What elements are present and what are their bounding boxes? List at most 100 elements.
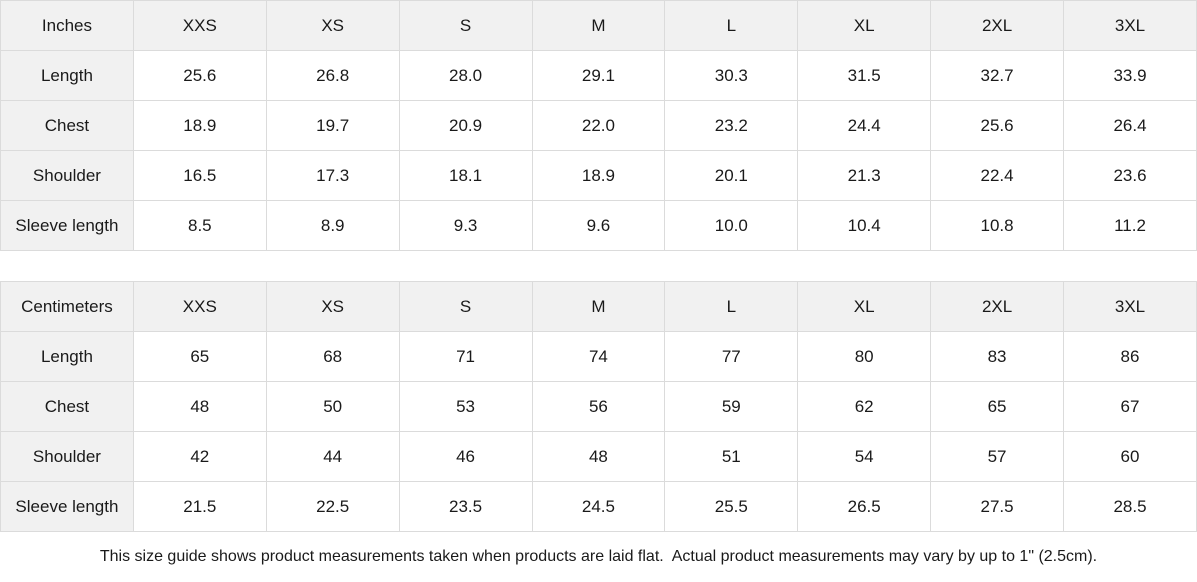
size-column-header: XL xyxy=(797,0,932,51)
centimeters-table: Centimeters XXS XS S M L XL 2XL 3XL Leng… xyxy=(0,281,1197,532)
value-cell: 74 xyxy=(531,331,666,382)
value-cell: 10.8 xyxy=(930,200,1064,251)
row-label-cell: Sleeve length xyxy=(0,200,134,251)
value-cell: 21.3 xyxy=(797,150,932,201)
value-cell: 18.1 xyxy=(398,150,533,201)
measurement-row-sleeve-length: Sleeve length 21.5 22.5 23.5 24.5 25.5 2… xyxy=(0,481,1197,532)
value-cell: 8.5 xyxy=(132,200,267,251)
value-cell: 83 xyxy=(930,331,1064,382)
measurement-row-length: Length 25.6 26.8 28.0 29.1 30.3 31.5 32.… xyxy=(0,50,1197,101)
value-cell: 32.7 xyxy=(930,50,1064,101)
unit-header-cell: Inches xyxy=(0,0,134,51)
size-column-header: XXS xyxy=(132,0,267,51)
size-column-header: M xyxy=(531,281,666,332)
size-column-header: S xyxy=(398,281,533,332)
value-cell: 30.3 xyxy=(664,50,799,101)
value-cell: 59 xyxy=(664,381,799,432)
row-label-cell: Shoulder xyxy=(0,431,134,482)
value-cell: 29.1 xyxy=(531,50,666,101)
value-cell: 23.6 xyxy=(1063,150,1197,201)
size-column-header: 3XL xyxy=(1063,0,1197,51)
value-cell: 48 xyxy=(132,381,267,432)
value-cell: 44 xyxy=(265,431,400,482)
measurement-row-sleeve-length: Sleeve length 8.5 8.9 9.3 9.6 10.0 10.4 … xyxy=(0,200,1197,251)
value-cell: 26.5 xyxy=(797,481,932,532)
value-cell: 21.5 xyxy=(132,481,267,532)
size-column-header: 2XL xyxy=(930,281,1064,332)
value-cell: 56 xyxy=(531,381,666,432)
size-column-header: M xyxy=(531,0,666,51)
size-column-header: L xyxy=(664,281,799,332)
measurement-row-chest: Chest 18.9 19.7 20.9 22.0 23.2 24.4 25.6… xyxy=(0,100,1197,151)
value-cell: 26.8 xyxy=(265,50,400,101)
value-cell: 28.0 xyxy=(398,50,533,101)
measurement-row-chest: Chest 48 50 53 56 59 62 65 67 xyxy=(0,381,1197,432)
value-cell: 19.7 xyxy=(265,100,400,151)
size-column-header: XL xyxy=(797,281,932,332)
value-cell: 16.5 xyxy=(132,150,267,201)
inches-table: Inches XXS XS S M L XL 2XL 3XL Length 25… xyxy=(0,0,1197,251)
value-cell: 23.5 xyxy=(398,481,533,532)
size-column-header: 3XL xyxy=(1063,281,1197,332)
measurement-row-shoulder: Shoulder 16.5 17.3 18.1 18.9 20.1 21.3 2… xyxy=(0,150,1197,201)
value-cell: 9.6 xyxy=(531,200,666,251)
value-cell: 67 xyxy=(1063,381,1197,432)
value-cell: 25.5 xyxy=(664,481,799,532)
measurement-row-length: Length 65 68 71 74 77 80 83 86 xyxy=(0,331,1197,382)
value-cell: 23.2 xyxy=(664,100,799,151)
value-cell: 46 xyxy=(398,431,533,482)
size-column-header: L xyxy=(664,0,799,51)
footer-note: This size guide shows product measuremen… xyxy=(0,532,1197,582)
size-column-header: XXS xyxy=(132,281,267,332)
value-cell: 20.9 xyxy=(398,100,533,151)
value-cell: 54 xyxy=(797,431,932,482)
row-label-cell: Chest xyxy=(0,381,134,432)
value-cell: 31.5 xyxy=(797,50,932,101)
size-column-header: XS xyxy=(265,0,400,51)
value-cell: 8.9 xyxy=(265,200,400,251)
value-cell: 71 xyxy=(398,331,533,382)
value-cell: 24.4 xyxy=(797,100,932,151)
value-cell: 11.2 xyxy=(1063,200,1197,251)
value-cell: 50 xyxy=(265,381,400,432)
value-cell: 62 xyxy=(797,381,932,432)
value-cell: 24.5 xyxy=(531,481,666,532)
value-cell: 65 xyxy=(930,381,1064,432)
value-cell: 18.9 xyxy=(531,150,666,201)
value-cell: 25.6 xyxy=(930,100,1064,151)
value-cell: 60 xyxy=(1063,431,1197,482)
value-cell: 20.1 xyxy=(664,150,799,201)
size-column-header: XS xyxy=(265,281,400,332)
value-cell: 10.0 xyxy=(664,200,799,251)
size-column-header: S xyxy=(398,0,533,51)
value-cell: 22.0 xyxy=(531,100,666,151)
value-cell: 22.5 xyxy=(265,481,400,532)
row-label-cell: Length xyxy=(0,50,134,101)
value-cell: 57 xyxy=(930,431,1064,482)
value-cell: 51 xyxy=(664,431,799,482)
table-spacer xyxy=(0,251,1197,281)
inches-header-row: Inches XXS XS S M L XL 2XL 3XL xyxy=(0,0,1197,51)
value-cell: 26.4 xyxy=(1063,100,1197,151)
value-cell: 68 xyxy=(265,331,400,382)
size-column-header: 2XL xyxy=(930,0,1064,51)
value-cell: 25.6 xyxy=(132,50,267,101)
value-cell: 22.4 xyxy=(930,150,1064,201)
row-label-cell: Sleeve length xyxy=(0,481,134,532)
row-label-cell: Shoulder xyxy=(0,150,134,201)
value-cell: 28.5 xyxy=(1063,481,1197,532)
value-cell: 53 xyxy=(398,381,533,432)
value-cell: 80 xyxy=(797,331,932,382)
centimeters-header-row: Centimeters XXS XS S M L XL 2XL 3XL xyxy=(0,281,1197,332)
value-cell: 10.4 xyxy=(797,200,932,251)
value-cell: 48 xyxy=(531,431,666,482)
row-label-cell: Chest xyxy=(0,100,134,151)
measurement-row-shoulder: Shoulder 42 44 46 48 51 54 57 60 xyxy=(0,431,1197,482)
value-cell: 17.3 xyxy=(265,150,400,201)
value-cell: 9.3 xyxy=(398,200,533,251)
row-label-cell: Length xyxy=(0,331,134,382)
value-cell: 33.9 xyxy=(1063,50,1197,101)
value-cell: 77 xyxy=(664,331,799,382)
value-cell: 27.5 xyxy=(930,481,1064,532)
